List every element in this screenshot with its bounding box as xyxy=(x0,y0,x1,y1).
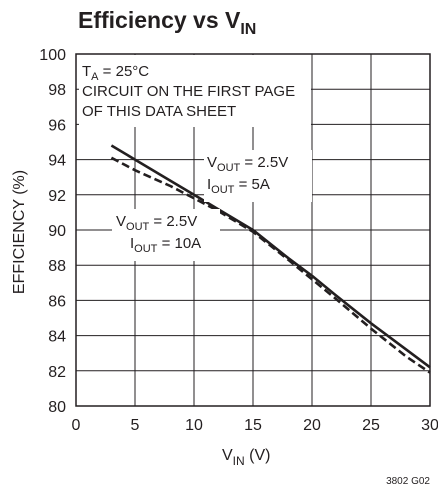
x-axis-label-unit: (V) xyxy=(245,447,271,464)
label-5a-bg xyxy=(204,150,312,202)
chart-title: Efficiency vs VIN xyxy=(78,7,256,38)
x-tick-label-3: 15 xyxy=(244,417,262,434)
chart-title-sub: IN xyxy=(240,21,256,38)
figure-code: 3802 G02 xyxy=(386,476,430,487)
series-label-10a-vout: VOUT = 2.5V xyxy=(116,213,197,233)
series-label-5a-vout: VOUT = 2.5V xyxy=(207,154,288,174)
conditions-annotation-bg xyxy=(79,55,311,127)
series-label-10a-iout: IOUT = 10A xyxy=(130,235,201,255)
plot-frame xyxy=(75,53,431,407)
chart-title-main: Efficiency vs V xyxy=(78,7,241,33)
label-10a-bg xyxy=(112,209,220,261)
x-tick-label-4: 20 xyxy=(303,417,321,434)
conditions-ta-value: = 25°C xyxy=(99,63,150,80)
series-line-10a xyxy=(110,156,431,374)
y-tick-label-10: 100 xyxy=(39,47,66,64)
x-tick-label-5: 25 xyxy=(362,417,380,434)
y-tick-label-7: 94 xyxy=(48,153,66,170)
conditions-line-2: CIRCUIT ON THE FIRST PAGE xyxy=(82,83,295,100)
y-tick-label-2: 84 xyxy=(48,329,66,346)
x-tick-label-0: 0 xyxy=(72,417,81,434)
x-tick-label-2: 10 xyxy=(185,417,203,434)
y-tick-label-3: 86 xyxy=(48,293,66,310)
x-tick-labels: 0 5 10 15 20 25 30 xyxy=(72,417,438,434)
y-tick-label-5: 90 xyxy=(48,223,66,240)
conditions-line-3: OF THIS DATA SHEET xyxy=(82,103,236,120)
x-tick-label-6: 30 xyxy=(421,417,438,434)
conditions-ta: T xyxy=(82,63,91,80)
x-axis-label: VIN (V) xyxy=(222,447,270,468)
y-tick-label-4: 88 xyxy=(48,258,66,275)
conditions-ta-sub: A xyxy=(91,71,99,83)
y-tick-label-0: 80 xyxy=(48,399,66,416)
y-tick-label-6: 92 xyxy=(48,188,66,205)
y-tick-label-1: 82 xyxy=(48,364,66,381)
y-tick-labels: 80 82 84 86 88 90 92 94 96 98 100 xyxy=(39,47,66,416)
series-line-5a xyxy=(110,144,431,369)
x-tick-label-1: 5 xyxy=(131,417,140,434)
series-label-5a-iout: IOUT = 5A xyxy=(207,176,270,196)
y-axis-label: EFFICIENCY (%) xyxy=(11,170,28,294)
y-tick-label-8: 96 xyxy=(48,117,66,134)
x-axis-label-main: V xyxy=(222,447,233,464)
conditions-line-1: TA = 25°C xyxy=(82,63,149,83)
series-layer xyxy=(110,144,431,374)
x-axis-label-sub: IN xyxy=(233,454,245,468)
y-tick-label-9: 98 xyxy=(48,82,66,99)
